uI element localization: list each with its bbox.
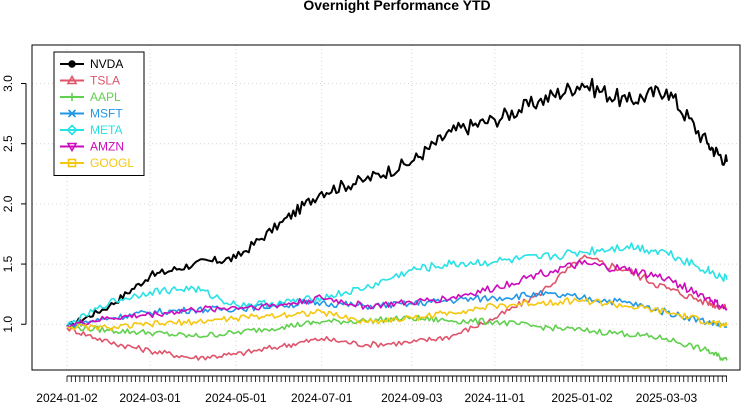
y-tick-label: 2.5 (1, 135, 15, 152)
legend-item-msft: MSFT (60, 107, 123, 121)
series-line-meta (66, 242, 728, 326)
x-tick-label: 2024-07-01 (291, 391, 353, 405)
legend-item-amzn: AMZN (60, 140, 124, 154)
x-tick-label: 2024-05-01 (205, 391, 267, 405)
legend-item-aapl: AAPL (60, 90, 121, 104)
legend-marker-square (67, 158, 77, 168)
legend-marker-cross-b (67, 109, 77, 118)
legend-marker-plus (68, 93, 76, 101)
series-line-nvda (66, 77, 728, 328)
series-layer (66, 77, 728, 362)
series-line-aapl (66, 314, 728, 362)
x-tick-label: 2024-01-02 (36, 391, 98, 405)
legend-label: AAPL (90, 90, 121, 104)
legend: NVDA TSLA AAPL MSFT META AMZN GOOGL (53, 51, 145, 176)
chart-title: Overnight Performance YTD (303, 0, 490, 13)
axes: 1.0 1.5 2.0 2.5 3.0 2024-01-02 2024-03-01 2024-… (1, 75, 727, 405)
series-line-tsla (66, 254, 728, 361)
legend-marker-triangle-down (66, 142, 78, 153)
y-tick-label: 2.0 (1, 195, 15, 212)
x-tick-label: 2024-09-03 (381, 391, 443, 405)
x-tick-label: 2025-03-03 (636, 391, 698, 405)
legend-label: AMZN (90, 140, 124, 154)
legend-marker-cross (67, 109, 77, 118)
y-tick-label: 1.5 (1, 255, 15, 272)
x-tick-label: 2025-01-02 (551, 391, 613, 405)
legend-label: TSLA (90, 74, 120, 88)
legend-marker-diamond (66, 124, 78, 136)
legend-label: GOOGL (90, 156, 134, 170)
legend-item-meta: META (60, 123, 122, 137)
x-tick-label: 2024-11-01 (465, 391, 526, 405)
legend-item-googl: GOOGL (60, 156, 134, 170)
legend-marker-triangle-up (66, 74, 78, 85)
series-line-googl (66, 297, 728, 332)
series-line-amzn (66, 259, 728, 329)
y-tick-label: 3.0 (1, 75, 15, 92)
series-line-msft (66, 289, 728, 328)
plot-frame (31, 44, 741, 371)
legend-label: NVDA (90, 57, 123, 71)
legend-item-tsla: TSLA (60, 74, 120, 88)
y-tick-label: 1.0 (1, 316, 15, 333)
legend-marker-circle (68, 60, 76, 68)
legend-label: META (90, 123, 122, 137)
legend-label: MSFT (90, 107, 123, 121)
legend-item-nvda: NVDA (60, 57, 123, 71)
x-tick-label: 2024-03-01 (119, 391, 181, 405)
